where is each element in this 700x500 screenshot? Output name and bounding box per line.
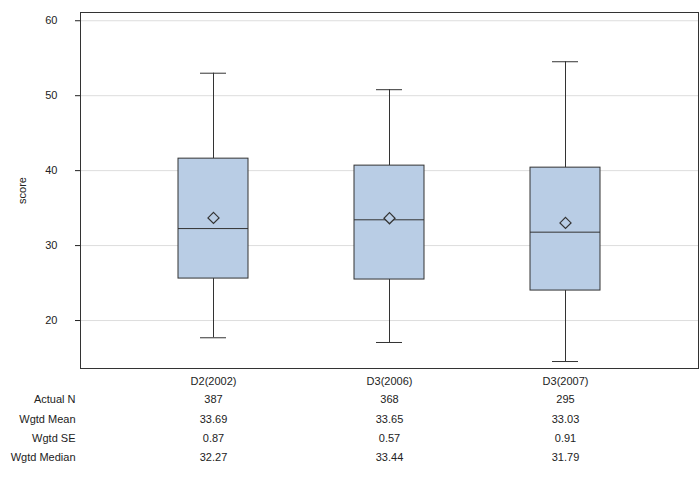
svg-text:40: 40 <box>45 164 57 176</box>
svg-text:0.87: 0.87 <box>203 432 224 444</box>
svg-text:D2(2002): D2(2002) <box>191 375 237 387</box>
svg-text:0.91: 0.91 <box>555 432 576 444</box>
svg-text:32.27: 32.27 <box>200 451 228 463</box>
svg-text:31.79: 31.79 <box>552 451 580 463</box>
svg-text:Actual N: Actual N <box>34 393 76 405</box>
svg-text:Wgtd Mean: Wgtd Mean <box>19 413 75 425</box>
svg-text:Wgtd Median: Wgtd Median <box>11 451 76 463</box>
svg-text:50: 50 <box>45 89 57 101</box>
svg-text:33.44: 33.44 <box>376 451 404 463</box>
svg-text:295: 295 <box>556 393 574 405</box>
svg-text:30: 30 <box>45 239 57 251</box>
svg-text:60: 60 <box>45 14 57 26</box>
svg-text:Wgtd SE: Wgtd SE <box>32 432 75 444</box>
svg-text:33.65: 33.65 <box>376 413 404 425</box>
svg-text:33.69: 33.69 <box>200 413 228 425</box>
svg-text:387: 387 <box>204 393 222 405</box>
svg-text:368: 368 <box>380 393 398 405</box>
svg-text:33.03: 33.03 <box>552 413 580 425</box>
svg-text:0.57: 0.57 <box>379 432 400 444</box>
svg-text:D3(2007): D3(2007) <box>543 375 589 387</box>
svg-text:score: score <box>16 177 28 204</box>
svg-text:D3(2006): D3(2006) <box>367 375 413 387</box>
svg-text:20: 20 <box>45 314 57 326</box>
